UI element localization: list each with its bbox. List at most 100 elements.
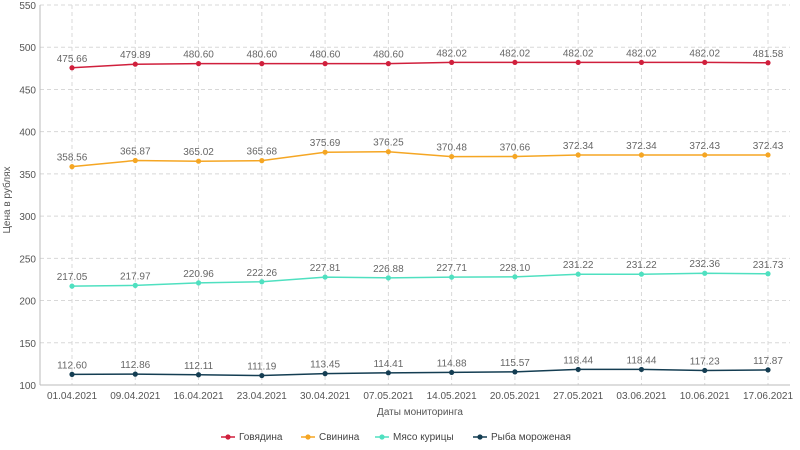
series-3-data-label: 117.23 (690, 356, 720, 367)
series-2-point[interactable] (259, 279, 265, 285)
series-3-data-label: 118.44 (563, 355, 593, 366)
series-1-data-label: 358.56 (57, 153, 88, 164)
legend-label: Говядина (239, 432, 283, 443)
series-2-point[interactable] (69, 283, 75, 289)
series-0-data-label: 480.60 (247, 50, 278, 61)
series-3-point[interactable] (702, 367, 708, 374)
series-1-point[interactable] (385, 149, 391, 155)
legend-swatch-dot (305, 434, 311, 440)
series-0-data-label: 482.02 (436, 48, 467, 59)
series-2-data-label: 232.36 (689, 259, 720, 270)
series-0-point[interactable] (69, 65, 75, 71)
legend-label: Рыба мороженая (491, 431, 571, 443)
y-tick-label: 400 (19, 128, 36, 139)
series-2-point[interactable] (132, 282, 138, 288)
series-2-point[interactable] (322, 274, 328, 280)
series-2-point[interactable] (575, 271, 581, 277)
series-0-point[interactable] (449, 59, 455, 66)
series-1-point[interactable] (765, 152, 771, 158)
y-tick-label: 350 (19, 170, 36, 181)
legend-swatch-dot (379, 434, 385, 440)
y-tick-label: 250 (19, 254, 36, 265)
series-0-point[interactable] (259, 61, 265, 67)
series-0-point[interactable] (575, 59, 581, 66)
series-2-data-label: 222.26 (247, 268, 278, 279)
series-3-point[interactable] (385, 370, 391, 376)
y-tick-label: 450 (19, 85, 36, 96)
series-3-point[interactable] (638, 366, 645, 373)
series-3-point[interactable] (132, 371, 138, 377)
y-tick-label: 300 (19, 212, 36, 223)
series-2-data-label: 217.05 (57, 272, 88, 283)
series-1-line (71, 150, 768, 168)
series-3-point[interactable] (575, 366, 581, 373)
series-0-point[interactable] (638, 59, 645, 66)
series-1-point[interactable] (132, 157, 138, 164)
series-2-point[interactable] (449, 274, 455, 280)
series-1-point[interactable] (259, 158, 265, 164)
y-tick-label: 550 (19, 1, 36, 12)
y-tick-label: 100 (19, 381, 36, 392)
y-axis-title: Цена в рублях (1, 166, 13, 233)
x-tick-label: 16.04.2021 (174, 391, 224, 402)
x-tick-label: 17.06.2021 (743, 391, 793, 402)
legend-swatch-dot (477, 434, 483, 440)
axis-layer: 100 150 200 250 300 350 400 450 500 550 01.04.2021… (19, 1, 793, 402)
series-1-point[interactable] (322, 149, 328, 155)
series-1-point[interactable] (638, 152, 645, 158)
legend-item-0[interactable]: Говядина (221, 432, 283, 443)
series-2-data-label: 231.22 (626, 260, 657, 271)
series-1-data-label: 376.25 (373, 138, 404, 149)
series-0-data-label: 475.66 (57, 54, 88, 65)
x-tick-label: 07.05.2021 (363, 391, 413, 402)
series-2-point[interactable] (765, 271, 771, 277)
legend-item-3[interactable]: Рыба мороженая (473, 431, 571, 443)
y-tick-label: 200 (19, 297, 36, 308)
series-0-point[interactable] (512, 59, 518, 66)
legend: Говядина Свинина Мясо курицы Рыба мороженая (221, 431, 571, 443)
series-0-point[interactable] (132, 61, 138, 67)
series-1-point[interactable] (449, 153, 455, 160)
series-2-point[interactable] (385, 275, 391, 281)
series-0-point[interactable] (195, 61, 202, 67)
series-0-data-label: 479.89 (120, 50, 151, 61)
series-2-point[interactable] (702, 270, 708, 276)
series-3-point[interactable] (449, 369, 455, 376)
series-3-data-label: 111.19 (247, 362, 277, 373)
series-2-data-label: 227.81 (310, 263, 341, 274)
legend-swatch-dot (225, 434, 231, 440)
series-3-point[interactable] (322, 371, 328, 377)
series-1-point[interactable] (195, 158, 202, 164)
series-1-point[interactable] (69, 164, 75, 170)
series-0-data-label: 482.02 (689, 48, 720, 59)
series-0-data-label: 482.02 (500, 48, 531, 59)
series-3-data-label: 112.11 (184, 361, 214, 372)
series-3-point[interactable] (512, 369, 518, 375)
series-1-point[interactable] (702, 152, 708, 158)
series-1-point[interactable] (512, 153, 518, 160)
series-2-point[interactable] (638, 271, 645, 277)
series-2-point[interactable] (512, 274, 518, 280)
series-2-point[interactable] (195, 280, 202, 286)
legend-label: Свинина (319, 432, 360, 443)
legend-item-2[interactable]: Мясо курицы (375, 432, 454, 443)
series-1-data-label: 372.43 (753, 141, 784, 152)
series-3-line (71, 368, 769, 377)
series-0-point[interactable] (702, 59, 708, 66)
legend-item-1[interactable]: Свинина (301, 432, 360, 443)
x-tick-label: 30.04.2021 (300, 391, 350, 402)
series-3-data-label: 114.41 (373, 359, 403, 370)
series-0-point[interactable] (385, 61, 391, 67)
series-0-point[interactable] (322, 61, 328, 67)
series-0-data-label: 480.60 (310, 50, 341, 61)
series-3-point[interactable] (69, 371, 75, 377)
series-0-point[interactable] (765, 60, 771, 66)
series-1-data-label: 365.02 (183, 147, 214, 158)
series-1-point[interactable] (575, 152, 581, 158)
series-3-point[interactable] (259, 372, 265, 379)
series-3-point[interactable] (765, 367, 771, 373)
series-3-point[interactable] (195, 372, 202, 378)
series-2-data-label: 228.10 (500, 263, 531, 274)
series-0-data-label: 482.02 (563, 48, 594, 59)
